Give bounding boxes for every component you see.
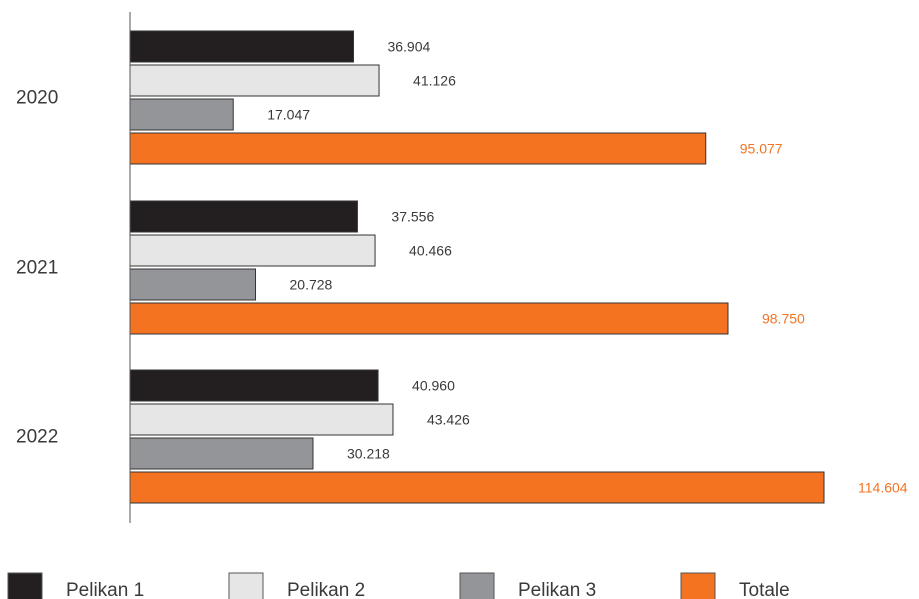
bar-pelikan-3-2021: [129, 268, 257, 301]
bar-totale-2022: [129, 471, 825, 504]
value-label-pelikan-2-2020: 41.126: [413, 73, 456, 89]
legend-swatch-totale: [680, 572, 716, 599]
legend-label-totale: Totale: [739, 580, 790, 599]
bar-totale-2021: [129, 302, 729, 335]
value-labels: 36.904 41.126 17.047 95.077 37.556 40.466 20.7…: [267, 39, 908, 496]
value-label-pelikan-2-2022: 43.426: [427, 412, 470, 428]
legend-swatch-pelikan-1: [7, 572, 43, 599]
bar-pelikan-1-2021: [129, 200, 358, 233]
value-label-pelikan-1-2020: 36.904: [387, 39, 430, 55]
value-label-pelikan-1-2021: 37.556: [391, 209, 434, 225]
bar-pelikan-1-2020: [129, 30, 354, 63]
bar-totale-2020: [129, 132, 707, 165]
bar-pelikan-3-2020: [129, 98, 234, 131]
legend: Pelikan 1 Pelikan 2 Pelikan 3 Totale: [7, 572, 790, 599]
value-label-totale-2020: 95.077: [740, 141, 783, 157]
bar-pelikan-2-2021: [129, 234, 376, 267]
legend-swatch-pelikan-3: [459, 572, 495, 599]
bar-pelikan-3-2022: [129, 437, 314, 470]
legend-label-pelikan-1: Pelikan 1: [66, 580, 144, 599]
value-label-pelikan-3-2022: 30.218: [347, 446, 390, 462]
legend-swatch-pelikan-2: [228, 572, 264, 599]
bar-pelikan-2-2022: [129, 403, 394, 436]
category-label-2021: 2021: [16, 258, 58, 279]
bars-layer: [129, 30, 825, 504]
category-labels: 2020 2021 2022: [16, 88, 58, 448]
legend-label-pelikan-3: Pelikan 3: [518, 580, 596, 599]
value-label-totale-2022: 114.604: [858, 480, 908, 496]
legend-label-pelikan-2: Pelikan 2: [287, 580, 365, 599]
category-label-2020: 2020: [16, 88, 58, 109]
value-label-pelikan-1-2022: 40.960: [412, 378, 455, 394]
value-label-pelikan-3-2021: 20.728: [290, 277, 333, 293]
category-label-2022: 2022: [16, 427, 58, 448]
bar-pelikan-2-2020: [129, 64, 380, 97]
value-label-pelikan-3-2020: 17.047: [267, 107, 310, 123]
value-label-totale-2021: 98.750: [762, 311, 805, 327]
bar-pelikan-1-2022: [129, 369, 379, 402]
value-label-pelikan-2-2021: 40.466: [409, 243, 452, 259]
